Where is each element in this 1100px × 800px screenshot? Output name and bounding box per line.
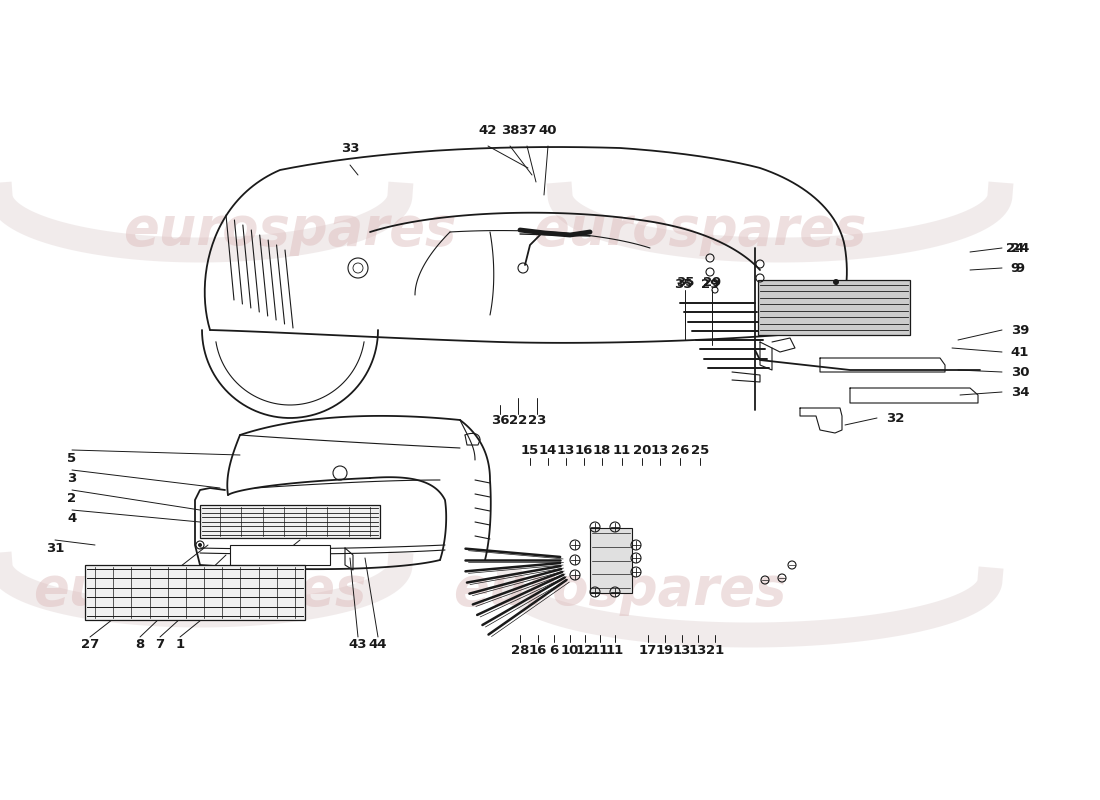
- Text: 11: 11: [591, 643, 609, 657]
- Text: 39: 39: [1011, 323, 1030, 337]
- Text: 38: 38: [500, 123, 519, 137]
- Text: 14: 14: [539, 443, 558, 457]
- Bar: [590, 528, 632, 593]
- Bar: [758, 280, 910, 335]
- Text: 18: 18: [593, 443, 612, 457]
- Text: 16: 16: [529, 643, 547, 657]
- Text: 29: 29: [701, 278, 719, 291]
- Text: 15: 15: [521, 443, 539, 457]
- Bar: [230, 545, 330, 565]
- Text: eurospares: eurospares: [534, 204, 867, 256]
- Text: 13: 13: [689, 643, 707, 657]
- Circle shape: [198, 543, 202, 547]
- Text: eurospares: eurospares: [123, 204, 456, 256]
- Text: 27: 27: [81, 638, 99, 651]
- Text: 11: 11: [613, 443, 631, 457]
- Text: 34: 34: [1011, 386, 1030, 398]
- Text: 7: 7: [155, 638, 165, 651]
- Text: 17: 17: [639, 643, 657, 657]
- Text: 3: 3: [67, 471, 77, 485]
- Bar: [200, 505, 380, 538]
- Text: 35: 35: [675, 277, 694, 290]
- Text: 6: 6: [549, 643, 559, 657]
- Text: 20: 20: [632, 443, 651, 457]
- Text: 8: 8: [135, 638, 144, 651]
- Text: 42: 42: [478, 123, 497, 137]
- Text: 37: 37: [518, 123, 536, 137]
- Text: 5: 5: [67, 451, 77, 465]
- Text: 11: 11: [606, 643, 624, 657]
- Text: 25: 25: [691, 443, 710, 457]
- Text: 21: 21: [706, 643, 724, 657]
- Text: 26: 26: [671, 443, 690, 457]
- Text: 23: 23: [528, 414, 547, 426]
- Text: 24: 24: [1005, 242, 1024, 254]
- Text: 19: 19: [656, 643, 674, 657]
- Text: 1: 1: [175, 638, 185, 651]
- Text: 4: 4: [67, 511, 77, 525]
- Text: 31: 31: [46, 542, 64, 554]
- Text: 43: 43: [349, 638, 367, 651]
- Text: 29: 29: [703, 277, 722, 290]
- Circle shape: [833, 279, 839, 285]
- Text: 44: 44: [368, 638, 387, 651]
- Text: 24: 24: [1011, 242, 1030, 254]
- Text: 30: 30: [1011, 366, 1030, 378]
- Text: 2: 2: [67, 491, 77, 505]
- Text: 41: 41: [1011, 346, 1030, 358]
- Text: eurospares: eurospares: [33, 564, 366, 616]
- Text: 32: 32: [886, 411, 904, 425]
- Text: 33: 33: [341, 142, 360, 154]
- Text: 35: 35: [674, 278, 692, 291]
- Text: 13: 13: [651, 443, 669, 457]
- Text: 16: 16: [575, 443, 593, 457]
- Text: 9: 9: [1011, 262, 1020, 274]
- Text: 28: 28: [510, 643, 529, 657]
- Text: 13: 13: [557, 443, 575, 457]
- Text: 10: 10: [561, 643, 580, 657]
- Text: 22: 22: [509, 414, 527, 426]
- Text: 13: 13: [673, 643, 691, 657]
- Text: 36: 36: [491, 414, 509, 426]
- Text: eurospares: eurospares: [453, 564, 786, 616]
- Bar: [85, 565, 305, 620]
- Text: 9: 9: [1015, 262, 1024, 274]
- Text: 12: 12: [576, 643, 594, 657]
- Text: 40: 40: [539, 123, 558, 137]
